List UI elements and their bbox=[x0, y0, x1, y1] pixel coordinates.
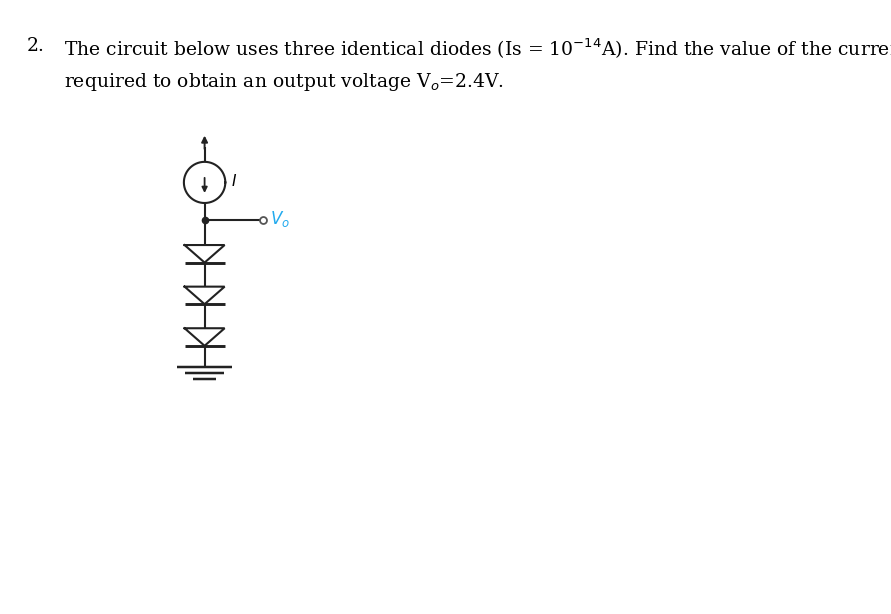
Text: The circuit below uses three identical diodes (Is = 10$^{-14}$A). Find the value: The circuit below uses three identical d… bbox=[64, 37, 891, 61]
Text: $V_o$: $V_o$ bbox=[270, 209, 290, 229]
Text: $I$: $I$ bbox=[231, 173, 237, 189]
Text: required to obtain an output voltage V$_o$=2.4V.: required to obtain an output voltage V$_… bbox=[64, 71, 504, 93]
Text: 2.: 2. bbox=[27, 37, 45, 55]
